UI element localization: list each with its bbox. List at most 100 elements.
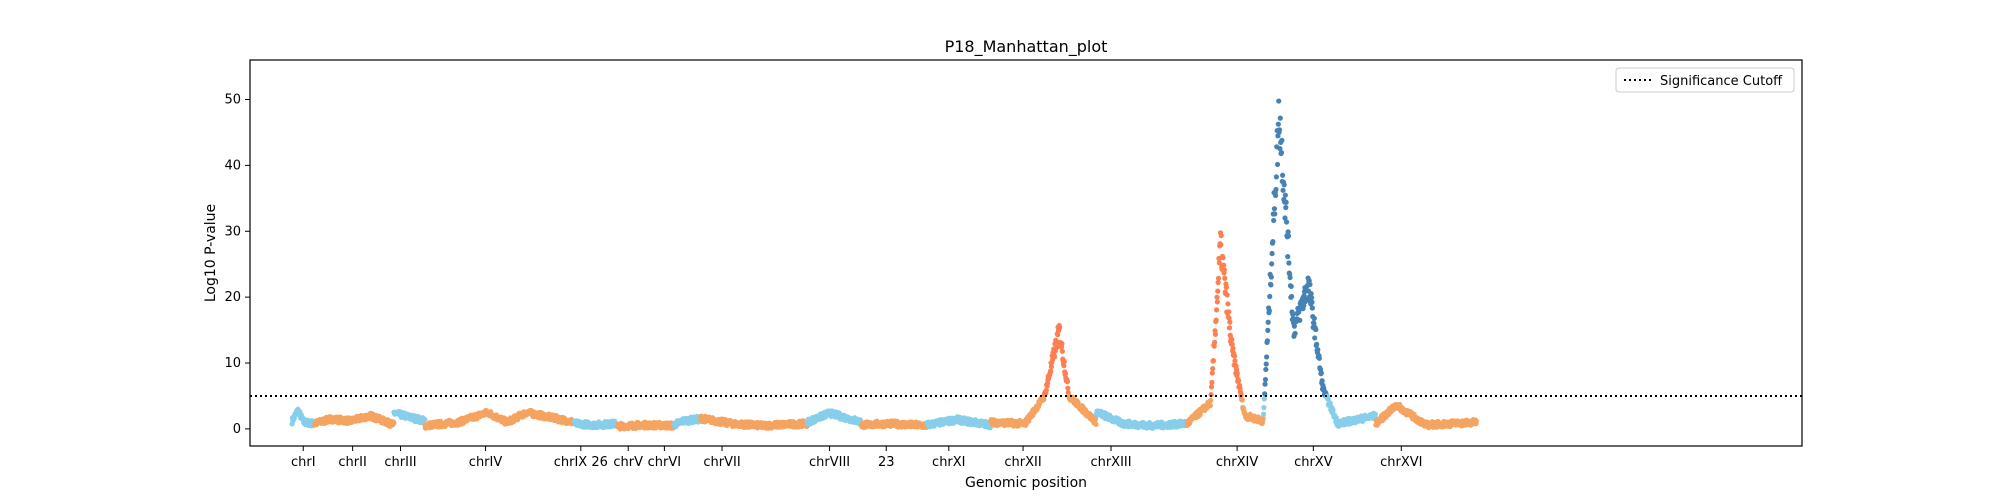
x-tick-label: chrXIII xyxy=(1090,455,1131,470)
data-point xyxy=(1280,172,1286,178)
data-point xyxy=(1289,293,1295,300)
data-point xyxy=(1208,397,1214,404)
data-point xyxy=(1055,332,1061,338)
data-point xyxy=(1275,121,1281,127)
data-point xyxy=(1207,403,1213,409)
data-point xyxy=(1226,325,1233,331)
data-point xyxy=(1220,255,1226,261)
legend: Significance Cutoff xyxy=(1615,67,1795,93)
x-axis-title: Genomic position xyxy=(965,475,1087,491)
data-point xyxy=(1215,288,1221,294)
data-point xyxy=(1210,366,1216,372)
data-point xyxy=(1226,315,1232,321)
data-point xyxy=(1043,387,1049,393)
data-point xyxy=(1260,415,1266,421)
y-axis-ticks: 0 10 20 30 40 50 xyxy=(224,93,250,437)
data-point xyxy=(1234,370,1240,376)
data-point xyxy=(1271,217,1277,224)
data-point xyxy=(1221,267,1227,273)
data-point xyxy=(1266,308,1272,314)
data-point xyxy=(1285,233,1292,239)
data-point xyxy=(1312,335,1318,341)
data-point xyxy=(1270,239,1276,245)
data-point xyxy=(1285,254,1291,260)
data-point xyxy=(1309,299,1315,305)
y-tick-label: 10 xyxy=(224,356,241,371)
data-point xyxy=(1273,186,1279,193)
data-point xyxy=(1230,345,1236,351)
data-point xyxy=(1473,418,1479,424)
data-point xyxy=(1313,326,1319,333)
x-tick-label: chrXII xyxy=(1004,455,1041,470)
plot-frame xyxy=(249,59,1803,447)
data-point xyxy=(1269,261,1275,267)
y-tick-label: 40 xyxy=(224,158,241,173)
data-point xyxy=(1264,338,1271,344)
data-point xyxy=(1271,206,1278,212)
data-point xyxy=(1291,323,1297,329)
data-point xyxy=(1208,384,1215,390)
data-point xyxy=(1208,391,1214,398)
x-tick-label: chrI xyxy=(291,455,316,470)
data-point xyxy=(1278,149,1285,156)
data-point xyxy=(1223,284,1229,290)
x-tick-label: chrVII xyxy=(703,455,740,470)
data-point xyxy=(1048,368,1054,374)
data-point xyxy=(1041,396,1047,402)
data-point xyxy=(1213,307,1220,313)
data-point xyxy=(1292,330,1298,337)
data-point xyxy=(1263,361,1269,367)
data-point xyxy=(1229,336,1235,343)
x-tick-label: chrXVI xyxy=(1380,455,1422,470)
data-point xyxy=(1286,260,1292,266)
data-point xyxy=(1308,295,1315,301)
y-tick-label: 20 xyxy=(224,290,241,305)
data-point xyxy=(1239,397,1245,403)
data-point xyxy=(1273,174,1279,180)
x-tick-label: chrIV xyxy=(469,455,503,470)
data-point xyxy=(1225,301,1231,307)
x-tick-label: 23 xyxy=(878,455,895,470)
x-tick-label: chrIII xyxy=(384,455,416,470)
data-point xyxy=(1262,376,1269,383)
data-point xyxy=(1269,250,1275,257)
data-point xyxy=(1214,294,1220,300)
data-point xyxy=(1265,319,1271,325)
data-point xyxy=(1209,370,1215,376)
x-tick-label: chrXV xyxy=(1294,455,1333,470)
x-tick-label: chrVIII xyxy=(809,455,850,470)
data-point xyxy=(1224,292,1230,298)
y-tick-label: 30 xyxy=(224,224,241,239)
x-tick-label: chrXIV xyxy=(1216,455,1258,470)
data-point xyxy=(1330,407,1336,413)
data-point xyxy=(1308,291,1314,297)
data-point xyxy=(1277,115,1283,121)
data-point xyxy=(1277,145,1283,152)
data-point xyxy=(1226,309,1232,315)
data-point xyxy=(1062,371,1069,377)
x-tick-label: chrV xyxy=(613,455,643,470)
data-point xyxy=(1061,363,1067,369)
data-point xyxy=(1276,98,1282,104)
data-point xyxy=(1279,137,1285,143)
data-point xyxy=(1268,274,1274,280)
data-point xyxy=(1211,343,1217,349)
data-point xyxy=(422,416,428,423)
data-point xyxy=(1215,279,1221,286)
x-tick-label: chrII xyxy=(338,455,366,470)
data-point xyxy=(1261,396,1267,402)
data-point xyxy=(1319,378,1325,384)
data-point xyxy=(1212,331,1219,337)
data-point xyxy=(1227,319,1233,325)
data-points xyxy=(289,98,1479,432)
data-point xyxy=(1235,378,1242,384)
data-point xyxy=(1287,274,1293,281)
legend-box xyxy=(1615,67,1795,93)
data-point xyxy=(1222,275,1228,281)
data-point xyxy=(1238,391,1244,397)
data-point xyxy=(1215,275,1222,281)
chart-title: P18_Manhattan_plot xyxy=(945,37,1108,57)
data-point xyxy=(1214,299,1220,305)
data-point xyxy=(1048,364,1055,370)
